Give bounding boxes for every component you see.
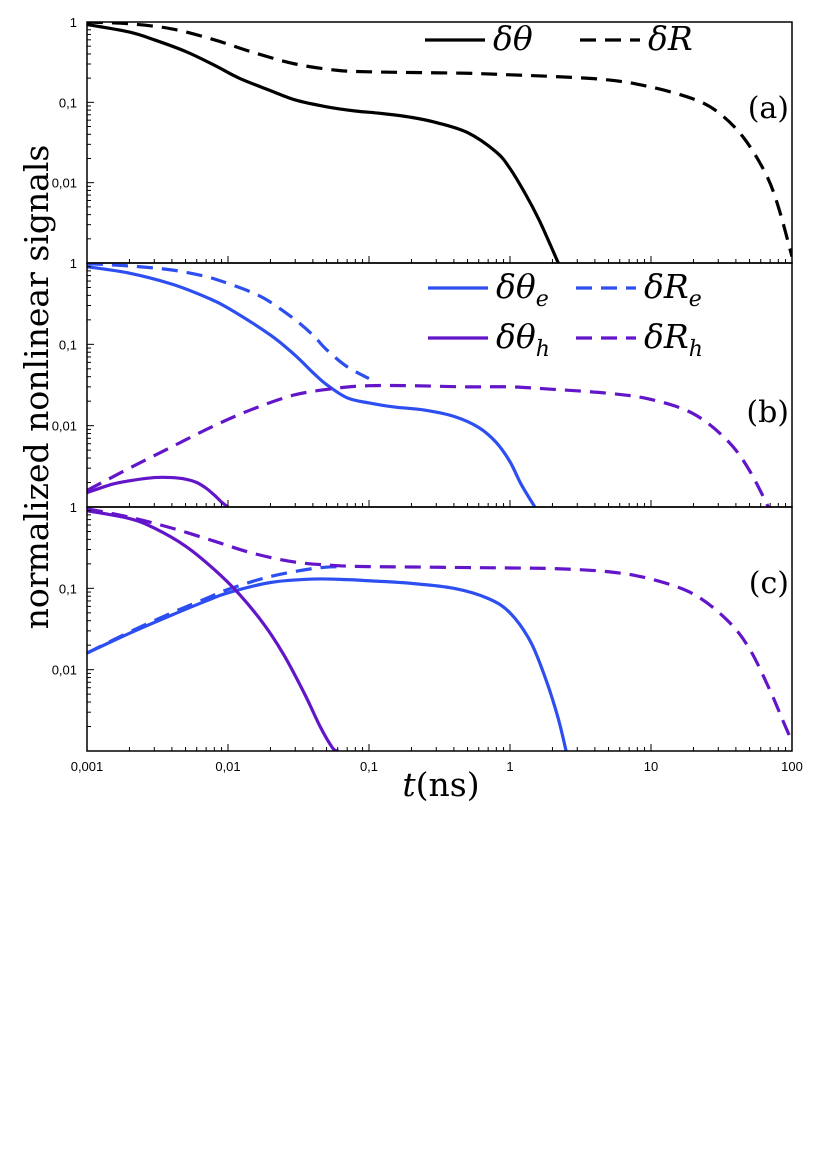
y-axis-title: normalized nonlinear signals — [17, 145, 56, 630]
series-line-δθh-2 — [87, 475, 229, 507]
series-line-δR-1 — [87, 22, 792, 258]
y-tick-label: 1 — [70, 500, 77, 515]
series-group — [87, 263, 771, 507]
legend-entry: δθe — [496, 267, 549, 312]
x-axis-title-var: t — [402, 765, 416, 804]
legend-entry: δθh — [496, 317, 550, 362]
series-line-δθe-0 — [87, 577, 568, 751]
legend-entry-sub: e — [689, 287, 702, 312]
y-tick-label: 1 — [70, 256, 77, 271]
series-line-δθh-2 — [87, 509, 339, 751]
legend-entry-base: δR — [648, 19, 693, 58]
legend-entry-base: δθ — [496, 317, 536, 356]
series-group — [87, 507, 792, 751]
legend-entry: δRh — [644, 317, 703, 362]
legend-entry-sub: h — [689, 337, 703, 362]
legend-entry: δR — [648, 19, 693, 58]
legend-entry-base: δR — [644, 267, 689, 306]
x-axis-title: t(ns) — [402, 765, 479, 804]
legend-entry-base: δR — [644, 317, 689, 356]
panel-label: (b) — [746, 395, 789, 430]
series-line-δθ-0 — [87, 22, 560, 263]
y-tick-label: 0,01 — [52, 176, 77, 191]
series-line-δRe-1 — [87, 565, 338, 655]
panel-label: (a) — [748, 91, 789, 126]
legend: δθ δR — [425, 19, 693, 58]
legend-entry-base: δθ — [493, 19, 533, 58]
y-tick-label: 0,1 — [59, 337, 77, 352]
x-tick-label: 0,01 — [215, 759, 240, 774]
x-tick-label: 0,1 — [360, 759, 378, 774]
y-tick-label: 0,1 — [59, 581, 77, 596]
y-tick-label: 0,01 — [52, 419, 77, 434]
x-tick-label: 10 — [644, 759, 658, 774]
legend-entry-sub: h — [536, 337, 550, 362]
series-line-δRh-3 — [87, 507, 792, 743]
series-line-δRe-1 — [87, 263, 370, 380]
y-tick-label: 0,1 — [59, 95, 77, 110]
x-tick-label: 1 — [506, 759, 513, 774]
panel-a: 1 0,1 0,01 (a) δθ δR — [52, 15, 793, 264]
x-tick-label: 0,001 — [71, 759, 104, 774]
y-tick-label: 0,01 — [52, 663, 77, 678]
x-axis-title-unit: (ns) — [416, 765, 480, 804]
plot-frame — [86, 506, 793, 752]
series-line-δRh-3 — [87, 383, 771, 507]
plot-frame — [86, 21, 793, 264]
legend-entry: δθ — [493, 19, 533, 58]
panel-c: 1 0,1 0,01 0,001 0,01 0,1 1 10 100 t(ns) (c) — [52, 500, 803, 804]
legend-entry-sub: e — [536, 287, 549, 312]
series-line-δθe-0 — [87, 265, 537, 507]
y-tick-label: 1 — [70, 15, 77, 30]
x-tick-label: 100 — [781, 759, 803, 774]
legend-entry-base: δθ — [496, 267, 536, 306]
legend-entry: δRe — [644, 267, 702, 312]
series-group — [87, 22, 792, 263]
panel-label: (c) — [749, 566, 789, 601]
